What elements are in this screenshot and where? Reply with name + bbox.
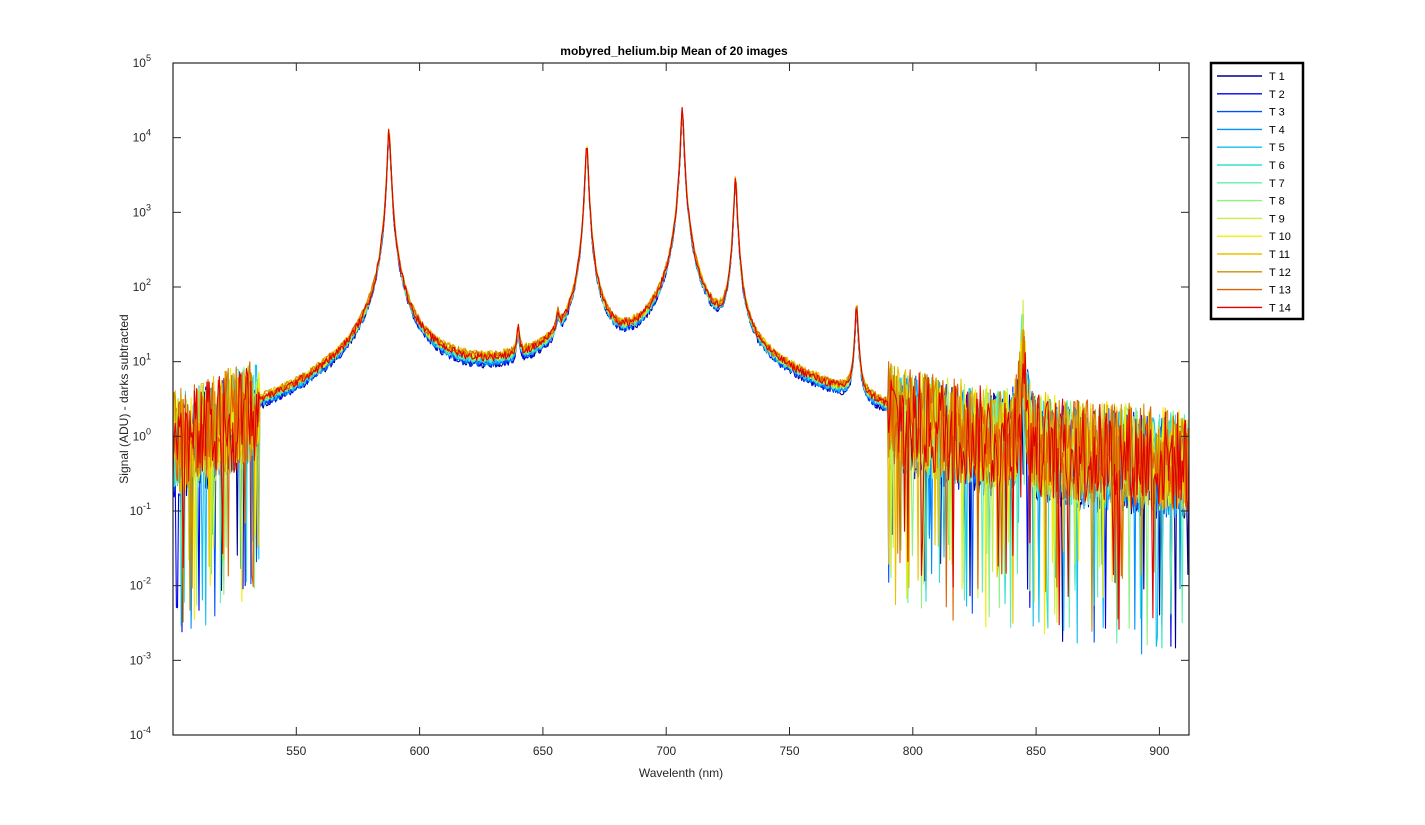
- axes-frame: [172, 62, 1190, 736]
- legend-label: T 6: [1269, 160, 1285, 172]
- x-tick-label: 700: [656, 744, 676, 758]
- legend-item: T 2: [1217, 89, 1285, 101]
- legend-item: T 5: [1217, 142, 1285, 154]
- x-tick-label: 850: [1026, 744, 1046, 758]
- legend-item: T 14: [1217, 302, 1291, 314]
- x-tick-label: 550: [286, 744, 306, 758]
- x-tick-label: 650: [533, 744, 553, 758]
- x-tick-label: 800: [903, 744, 923, 758]
- y-tick-label: 10-4: [130, 725, 151, 742]
- legend-item: T 9: [1217, 213, 1285, 225]
- legend-item: T 4: [1217, 124, 1285, 136]
- legend-label: T 12: [1269, 267, 1291, 279]
- y-tick-label: 10-1: [130, 501, 151, 518]
- legend-label: T 2: [1269, 89, 1285, 101]
- y-tick-label: 104: [133, 128, 151, 145]
- y-tick-label: 103: [133, 202, 151, 219]
- legend-label: T 8: [1269, 196, 1285, 208]
- legend: T 1 T 2 T 3 T 4 T 5 T 6 T 7 T 8 T 9 T 10 T 11 T 12 T…: [1209, 61, 1305, 321]
- legend-item: T 12: [1217, 267, 1291, 279]
- legend-item: T 3: [1217, 107, 1285, 119]
- x-tick-labels: 550 600 650 700 750 800 850 900: [286, 744, 1169, 758]
- y-tick-label: 10-2: [130, 576, 151, 593]
- legend-item: T 7: [1217, 178, 1285, 190]
- series-line-t-14: [173, 106, 1189, 630]
- legend-item: T 8: [1217, 196, 1285, 208]
- x-tick-label: 900: [1149, 744, 1169, 758]
- series-layer: [173, 106, 1189, 655]
- y-axis-label: Signal (ADU) - darks subtracted: [117, 314, 131, 483]
- legend-label: T 11: [1269, 249, 1290, 261]
- legend-box: [1209, 61, 1305, 321]
- legend-item: T 11: [1217, 249, 1290, 261]
- y-tick-label: 105: [133, 53, 151, 70]
- legend-label: T 5: [1269, 142, 1285, 154]
- y-tick-label: 102: [133, 277, 151, 294]
- legend-label: T 7: [1269, 178, 1285, 190]
- legend-label: T 4: [1269, 124, 1285, 136]
- y-tick-label: 100: [133, 426, 151, 443]
- legend-item: T 10: [1217, 231, 1291, 243]
- y-tick-labels: 10-4 10-3 10-2 10-1 100 101 102 103 104 105: [130, 53, 151, 742]
- legend-item: T 1: [1217, 71, 1285, 83]
- chart-title: mobyred_helium.bip Mean of 20 images: [560, 44, 788, 58]
- legend-item: T 6: [1217, 160, 1285, 172]
- legend-item: T 13: [1217, 285, 1291, 297]
- x-tick-label: 750: [779, 744, 799, 758]
- legend-label: T 10: [1269, 231, 1291, 243]
- axes-background: [173, 63, 1189, 735]
- y-tick-label: 101: [133, 352, 151, 369]
- x-axis-label: Wavelenth (nm): [639, 766, 723, 780]
- y-tick-label: 10-3: [130, 650, 151, 667]
- legend-label: T 9: [1269, 213, 1285, 225]
- legend-label: T 1: [1269, 71, 1285, 83]
- legend-label: T 3: [1269, 107, 1285, 119]
- plot-area: [172, 62, 1190, 736]
- x-tick-label: 600: [410, 744, 430, 758]
- legend-label: T 14: [1269, 302, 1291, 314]
- legend-label: T 13: [1269, 285, 1291, 297]
